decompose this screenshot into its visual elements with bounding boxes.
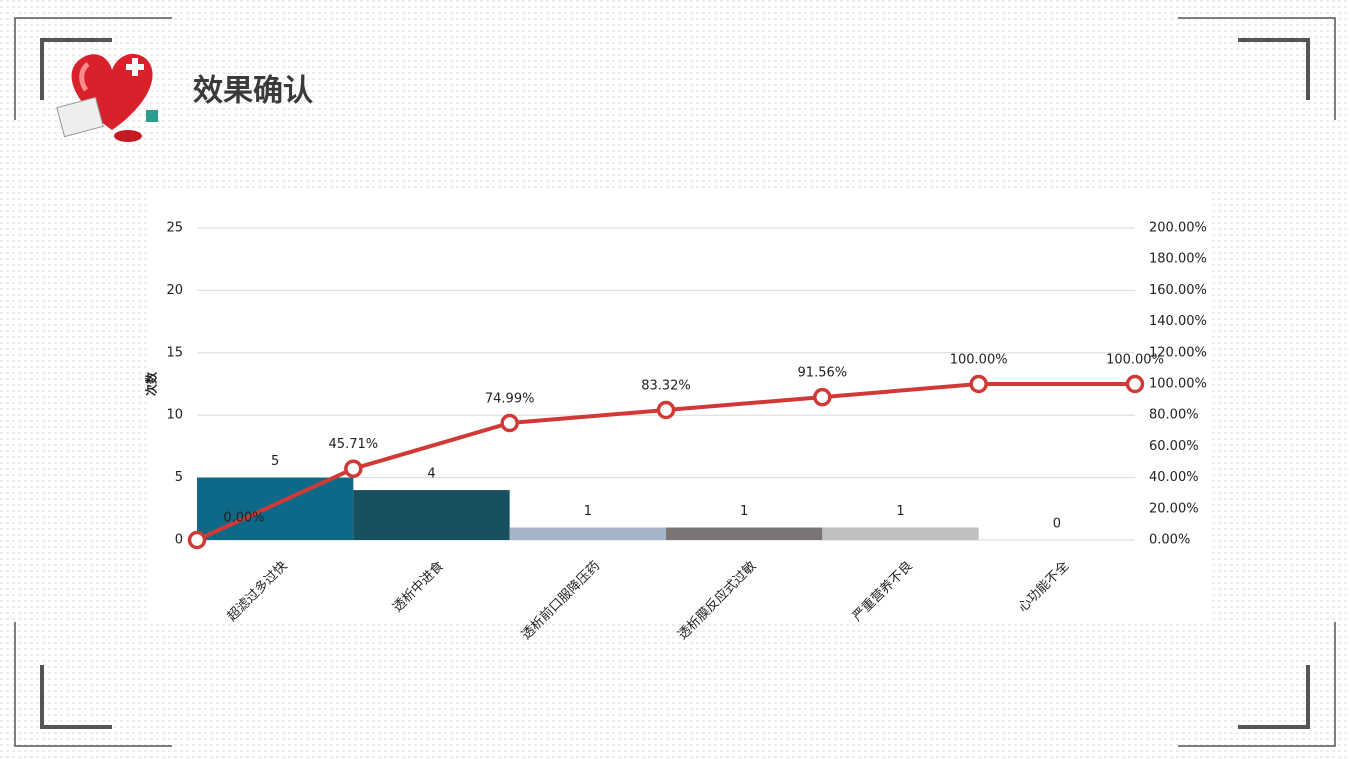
line-marker [656, 400, 676, 420]
y2-tick-label: 160.00% [1149, 283, 1207, 298]
y-tick-label: 25 [166, 221, 183, 236]
y-tick-label: 5 [175, 470, 183, 485]
bar-value-label: 0 [1053, 517, 1061, 532]
bar-value-label: 1 [584, 504, 592, 519]
y2-tick-label: 200.00% [1149, 221, 1207, 236]
y2-tick-label: 80.00% [1149, 408, 1199, 423]
corner-decorations [14, 17, 1336, 747]
line-value-label: 0.00% [223, 511, 264, 526]
y-tick-label: 20 [166, 283, 183, 298]
y2-tick-label: 100.00% [1149, 377, 1207, 392]
line-marker [969, 374, 988, 394]
bar [353, 490, 510, 540]
heart-icon [56, 53, 158, 142]
y-axis-label: 次数 [144, 371, 159, 396]
line-marker [500, 413, 519, 433]
y2-tick-label: 0.00% [1149, 533, 1190, 548]
line-marker [187, 530, 207, 550]
slide-title: 效果确认 [193, 74, 313, 109]
bar-value-label: 4 [427, 467, 435, 482]
y2-tick-label: 60.00% [1149, 439, 1199, 454]
y2-tick-label: 120.00% [1149, 345, 1207, 360]
bar-value-label: 1 [896, 504, 904, 519]
line-marker [813, 387, 832, 407]
line-value-label: 100.00% [1106, 353, 1164, 368]
y2-tick-label: 180.00% [1149, 252, 1207, 267]
bar [822, 527, 979, 540]
y2-tick-label: 40.00% [1149, 470, 1199, 485]
bar-value-label: 1 [740, 504, 748, 519]
bar [666, 527, 823, 540]
y2-tick-label: 20.00% [1149, 501, 1199, 516]
bar [509, 527, 666, 540]
line-marker [1125, 374, 1145, 394]
line-value-label: 83.32% [641, 379, 691, 394]
chart-area [150, 190, 1210, 620]
line-value-label: 45.71% [329, 437, 379, 452]
y2-tick-label: 140.00% [1149, 314, 1207, 329]
line-value-label: 100.00% [950, 353, 1008, 368]
line-marker [344, 459, 363, 478]
y-tick-label: 0 [175, 533, 183, 548]
bar-value-label: 5 [271, 454, 279, 469]
y-tick-label: 15 [166, 345, 183, 360]
line-value-label: 91.56% [798, 366, 848, 381]
line-value-label: 74.99% [485, 392, 535, 407]
y-tick-label: 10 [166, 408, 183, 423]
